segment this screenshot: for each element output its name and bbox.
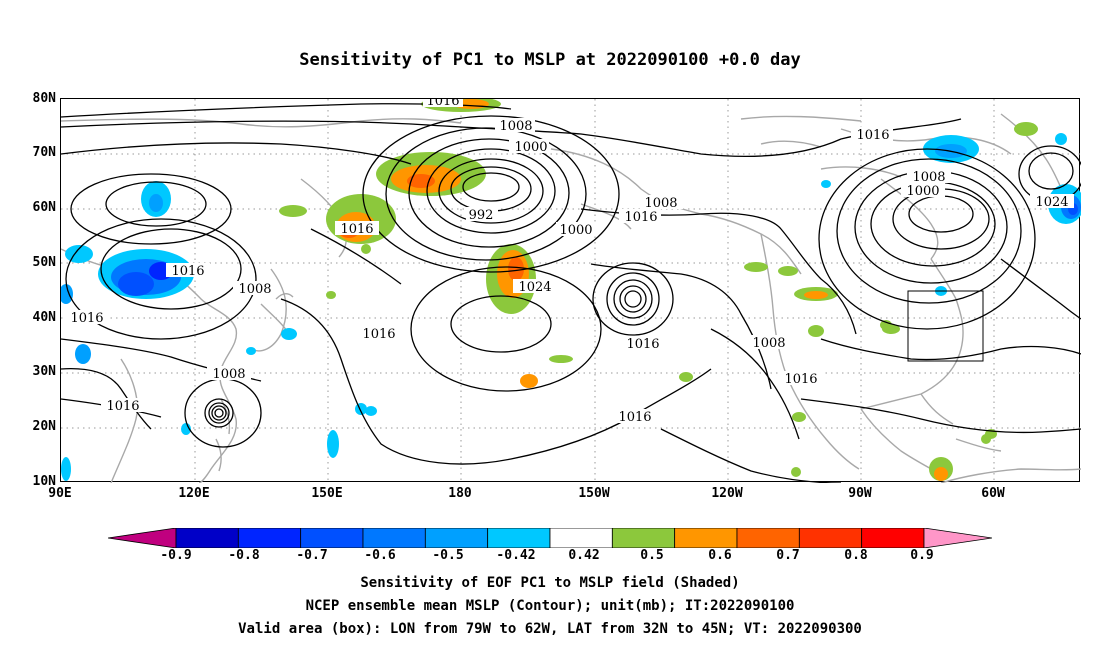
colorbar-label: -0.6 [364,548,396,563]
colorbar-segment [487,528,551,548]
contour-label: 1008 [499,119,532,134]
colorbar-label: 0.5 [640,548,664,563]
lon-label-90e: 90E [48,486,72,501]
lat-label-70n: 70N [32,145,56,160]
lat-label-50n: 50N [32,255,56,270]
colorbar-segment [108,528,177,548]
lat-label-80n: 80N [32,91,56,106]
colorbar-segment [736,528,800,548]
chart-title: Sensitivity of PC1 to MSLP at 2022090100… [299,50,801,70]
colorbar-label: 0.42 [568,548,600,563]
colorbar-label: -0.42 [496,548,536,563]
colorbar-label: -0.8 [228,548,260,563]
contour-label: 1008 [752,336,785,351]
valid-area-box [907,290,984,362]
colorbar-segment [300,528,364,548]
lon-label-180: 180 [448,486,472,501]
lon-label-120w: 120W [711,486,743,501]
contour-label: 1008 [238,282,271,297]
lat-label-10n: 10N [32,474,56,489]
contour-label: 1008 [644,196,677,211]
contour-label: 1016 [426,99,459,109]
sensitivity-shading [61,99,1081,481]
mslp-map: 1016 1008 1000 992 1016 1000 1016 1016 1… [61,99,1081,483]
colorbar-segment [861,528,925,548]
contour-label: 1016 [856,128,889,143]
contour-label: 1016 [624,210,657,225]
contour-label: 992 [469,208,494,223]
contour-label: 1008 [912,170,945,185]
colorbar-segment [237,528,302,548]
colorbar-segment [362,528,426,548]
lon-label-150e: 150E [311,486,343,501]
lon-label-90w: 90W [848,486,872,501]
caption-line-3: Valid area (box): LON from 79W to 62W, L… [238,621,862,637]
colorbar-label: 0.9 [910,548,934,563]
colorbar-label: 0.6 [708,548,732,563]
caption-line-2: NCEP ensemble mean MSLP (Contour); unit(… [305,598,795,614]
contour-label: 1000 [514,140,547,155]
colorbar-segment [549,528,613,548]
lat-label-20n: 20N [32,419,56,434]
lon-label-60w: 60W [981,486,1005,501]
lat-label-30n: 30N [32,364,56,379]
map-panel: 1016 1008 1000 992 1016 1000 1016 1016 1… [60,98,1081,483]
contour-label: 1024 [518,280,551,295]
colorbar-label: -0.7 [296,548,328,563]
colorbar [108,528,992,548]
colorbar-segment [611,528,676,548]
lon-label-120e: 120E [178,486,210,501]
contour-label: 1016 [362,327,395,342]
caption-line-1: Sensitivity of EOF PC1 to MSLP field (Sh… [360,575,740,591]
colorbar-segment [923,528,992,548]
contour-label: 1016 [626,337,659,352]
colorbar-label: 0.8 [844,548,868,563]
contour-label: 1016 [70,311,103,326]
gridlines [61,99,1081,483]
contour-label-group: 1016 1008 1000 992 1016 1000 1016 1016 1… [65,99,1074,425]
lat-label-40n: 40N [32,310,56,325]
contour-label: 1016 [340,222,373,237]
colorbar-segment [798,528,863,548]
contour-label: 1000 [559,223,592,238]
colorbar-label: -0.9 [160,548,192,563]
lat-label-60n: 60N [32,200,56,215]
colorbar-segment [175,528,239,548]
contour-label: 1016 [106,399,139,414]
lon-label-150w: 150W [578,486,610,501]
contour-label: 1016 [171,264,204,279]
mslp-contours [61,103,1081,483]
contour-label: 1016 [784,372,817,387]
colorbar-segment [674,528,738,548]
contour-label: 1008 [212,367,245,382]
contour-label: 1024 [1035,195,1068,210]
colorbar-label: -0.5 [432,548,464,563]
colorbar-segment [424,528,489,548]
contour-label: 1000 [906,184,939,199]
contour-label: 1016 [618,410,651,425]
colorbar-label: 0.7 [776,548,800,563]
